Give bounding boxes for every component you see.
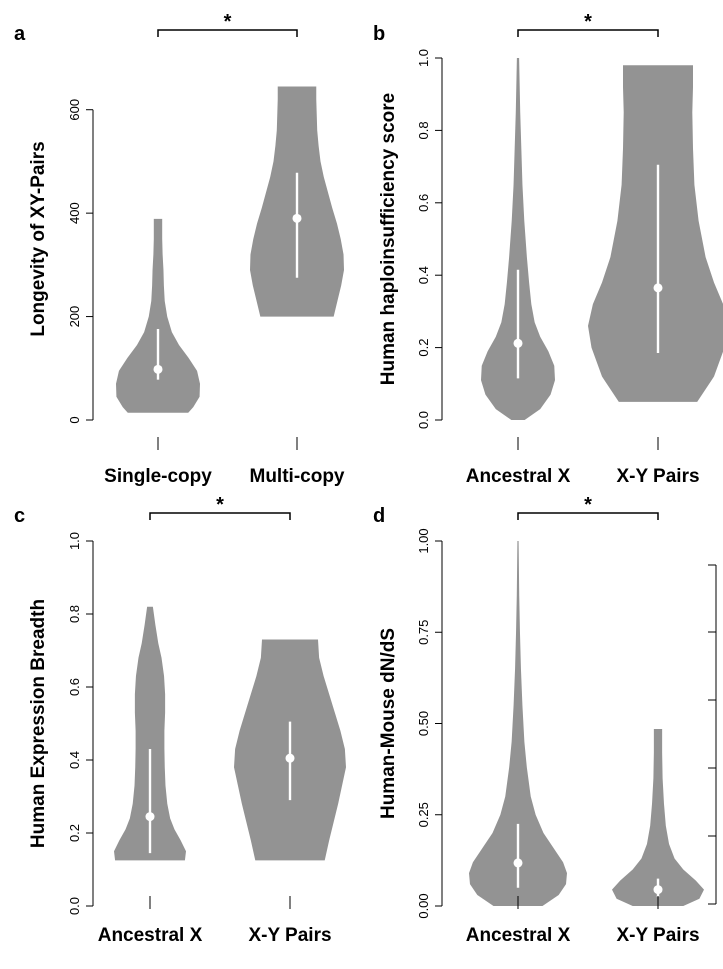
x-category-label: X-Y Pairs [616, 466, 699, 487]
violin-1 [481, 58, 555, 420]
y-tick-label: 600 [67, 99, 82, 121]
y-axis-label: Human Expression Breadth [28, 599, 49, 848]
x-category-label: Ancestral X [98, 925, 203, 946]
y-axis-label: Longevity of XY-Pairs [28, 141, 49, 336]
significance-bracket [517, 512, 659, 520]
x-category-label: Single-copy [104, 466, 212, 487]
y-tick-label: 1.0 [67, 532, 82, 550]
y-tick-label: 0 [67, 416, 82, 423]
significance-label: * [216, 494, 224, 516]
median-point [513, 338, 523, 348]
y-tick-label: 0.00 [416, 893, 431, 918]
y-tick-label: 0.8 [416, 121, 431, 139]
y-tick-label: 200 [67, 306, 82, 328]
significance-bracket [517, 29, 659, 37]
y-tick-label: 1.00 [416, 528, 431, 553]
x-category-label: Ancestral X [466, 925, 571, 946]
y-tick-label: 0.4 [67, 751, 82, 769]
median-point [653, 283, 663, 293]
median-point [153, 364, 163, 374]
violin-1 [114, 606, 186, 861]
violin-1 [116, 218, 200, 413]
y-tick-label: 0.6 [67, 678, 82, 696]
partial-right-axis [708, 564, 717, 905]
y-tick-label: 0.2 [416, 339, 431, 357]
panel-letter-b: b [373, 23, 385, 45]
median-point [292, 213, 302, 223]
x-category-label: X-Y Pairs [248, 925, 331, 946]
panel-letter-a: a [14, 23, 26, 45]
violin-1 [469, 541, 567, 906]
x-category-label: Ancestral X [466, 466, 571, 487]
y-tick-label: 0.8 [67, 605, 82, 623]
panel-c: c 0.0 0.2 0.4 0.6 0.8 1.0 Human Expression Brea… [14, 494, 346, 946]
y-axis-label: Human haploinsufficiency score [378, 93, 399, 385]
violin-2 [612, 728, 704, 906]
x-category-label: Multi-copy [250, 466, 345, 487]
y-tick-label: 0.4 [416, 266, 431, 284]
violin-2 [588, 65, 723, 402]
y-axis-label: Human-Mouse dN/dS [378, 628, 399, 819]
panel-letter-d: d [373, 505, 385, 527]
y-tick-label: 1.0 [416, 49, 431, 67]
median-point [513, 858, 523, 868]
significance-bracket [149, 512, 291, 520]
significance-bracket [157, 29, 298, 37]
significance-label: * [224, 11, 232, 33]
significance-label: * [584, 494, 592, 516]
y-tick-label: 0.6 [416, 194, 431, 212]
x-category-label: X-Y Pairs [616, 925, 699, 946]
panel-b: b 0.0 0.2 0.4 0.6 0.8 1.0 Human haploinsufficie… [373, 11, 723, 487]
median-point [285, 753, 295, 763]
median-point [145, 812, 155, 822]
y-tick-label: 0.0 [416, 411, 431, 429]
y-tick-label: 0.50 [416, 711, 431, 736]
y-tick-label: 0.75 [416, 620, 431, 645]
significance-label: * [584, 11, 592, 33]
y-tick-label: 400 [67, 202, 82, 224]
panel-letter-c: c [14, 505, 25, 527]
y-tick-label: 0.2 [67, 824, 82, 842]
y-tick-label: 0.0 [67, 897, 82, 915]
y-tick-label: 0.25 [416, 802, 431, 827]
panel-d: d 0.00 0.25 0.50 0.75 1.00 Human-Mouse dN/dS An… [373, 494, 704, 946]
median-point [653, 885, 663, 895]
panel-a: a 0 200 400 600 Longevity of XY-Pairs Single-c… [14, 11, 345, 487]
